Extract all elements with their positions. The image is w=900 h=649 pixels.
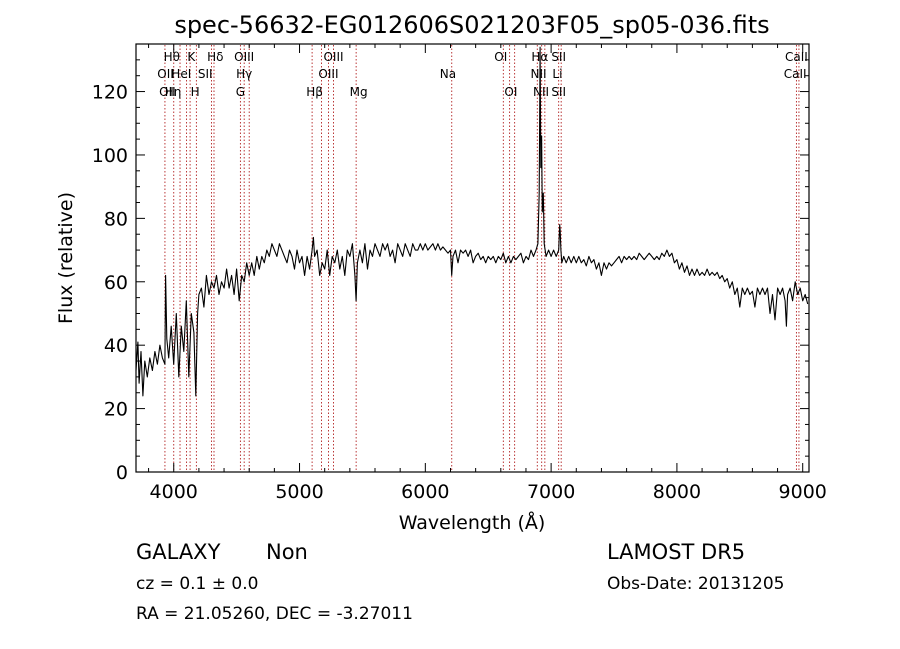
line-label-15: OIII	[323, 50, 343, 64]
survey-name: LAMOST DR5	[607, 540, 745, 564]
line-label-22: NII	[533, 85, 549, 99]
x-axis-label: Wavelength (Å)	[399, 511, 546, 534]
y-tick-label-1: 20	[104, 399, 128, 421]
redshift-cz: cz = 0.1 ± 0.0	[136, 574, 258, 594]
y-tick-label-6: 120	[92, 82, 128, 104]
ra-dec: RA = 21.05260, DEC = -3.27011	[136, 604, 413, 624]
line-label-25: SII	[551, 85, 566, 99]
x-tick-label-1: 5000	[275, 481, 323, 503]
emission-line-markers	[164, 45, 800, 471]
x-tick-label-5: 9000	[779, 481, 827, 503]
x-tick-label-0: 4000	[150, 481, 198, 503]
object-class: GALAXY	[136, 540, 221, 564]
line-label-13: Hβ	[306, 85, 323, 99]
emission-line-labels: OII OII Hθ Hη HeI K H SII Hδ OIII Hγ G Hβ OIII OIII Mg N…	[157, 50, 808, 99]
line-label-2: Hθ	[164, 50, 180, 64]
line-label-21: NII	[531, 67, 547, 81]
plot-frame	[135, 43, 810, 473]
x-tick-label-2: 6000	[401, 481, 449, 503]
x-axis-ticks: 4000 5000 6000 7000 8000 9000	[148, 44, 827, 503]
x-tick-label-3: 7000	[527, 481, 575, 503]
line-label-9: Hδ	[207, 50, 223, 64]
line-label-6: K	[187, 50, 196, 64]
line-label-23: SII	[551, 50, 566, 64]
spectrum-series	[135, 46, 809, 397]
object-subclass: Non	[266, 540, 308, 564]
line-label-7: H	[191, 85, 200, 99]
line-label-19: OI	[504, 85, 517, 99]
y-tick-label-4: 80	[104, 208, 128, 230]
line-label-10: OIII	[234, 50, 254, 64]
y-tick-label-5: 100	[92, 145, 128, 167]
line-label-14: OIII	[318, 67, 338, 81]
line-label-17: Na	[440, 67, 456, 81]
chart-title: spec-56632-EG012606S021203F05_sp05-036.f…	[174, 11, 769, 39]
line-label-5: HeI	[171, 67, 191, 81]
x-tick-label-4: 8000	[653, 481, 701, 503]
y-tick-label-0: 0	[116, 462, 128, 484]
line-label-24: Li	[552, 67, 562, 81]
line-label-16: Mg	[350, 85, 368, 99]
y-axis-ticks: 0 20 40 60 80 100 120	[92, 59, 809, 484]
y-tick-label-3: 60	[104, 272, 128, 294]
line-label-18: OI	[494, 50, 507, 64]
observation-date: Obs-Date: 20131205	[607, 574, 784, 594]
spectrum-line-0	[135, 46, 809, 397]
line-label-11: Hγ	[236, 67, 252, 81]
line-label-8: SII	[198, 67, 213, 81]
line-label-0: OII	[157, 67, 174, 81]
line-label-1: OII	[159, 85, 176, 99]
y-axis-label: Flux (relative)	[55, 192, 77, 324]
y-tick-label-2: 40	[104, 335, 128, 357]
line-label-27: CaII	[784, 67, 807, 81]
line-label-26: CaII	[785, 50, 808, 64]
line-label-3: Hη	[165, 85, 182, 99]
line-label-12: G	[236, 85, 245, 99]
